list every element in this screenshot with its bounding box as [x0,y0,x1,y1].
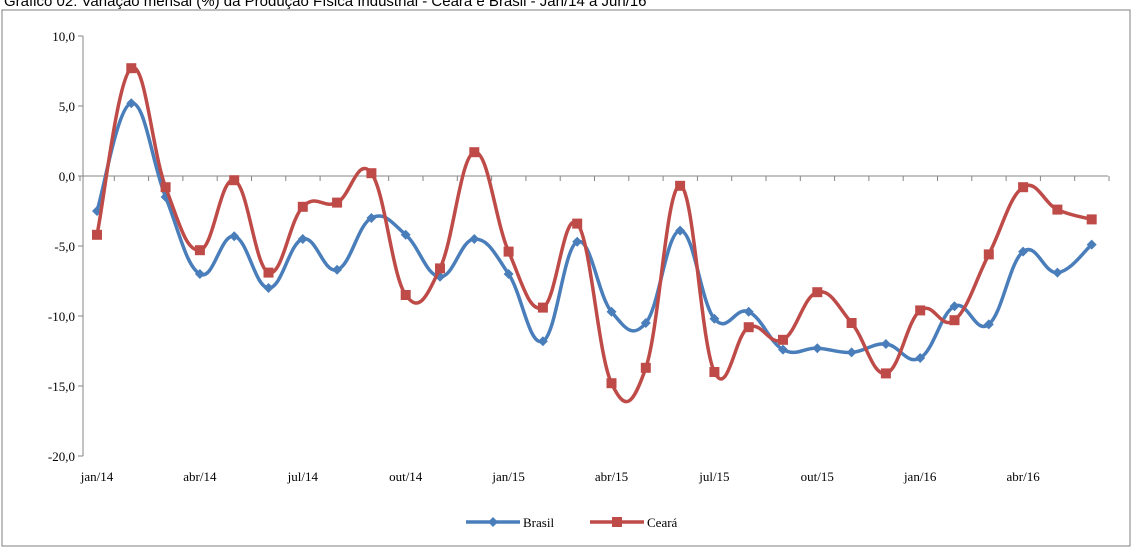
data-point [846,318,857,328]
data-point [880,339,891,349]
data-point [709,313,720,324]
data-point [915,305,926,316]
x-tick-label: abr/14 [183,469,217,484]
data-point [983,249,994,260]
data-point [1018,246,1029,257]
data-point [297,234,308,244]
data-point [572,218,583,229]
legend-marker [612,517,622,527]
data-point [366,213,377,223]
data-point [263,283,274,293]
data-point [778,334,788,345]
data-point [640,362,651,373]
legend-item: Brasil [466,515,554,530]
data-point [400,229,411,240]
data-point [537,302,548,313]
series-cear- [92,63,1097,404]
data-point [812,287,823,298]
data-point [983,319,994,330]
legend-label: Brasil [523,515,554,530]
data-point [503,269,514,279]
data-point [126,63,137,74]
data-point [675,225,686,236]
data-point [92,229,102,240]
x-tick-label: jan/16 [903,469,937,484]
chart-title: Gráfico 02: Variação mensal (%) da Produ… [4,0,647,10]
data-point [297,201,308,212]
y-tick-label: -10,0 [48,309,75,324]
data-point [1018,182,1029,193]
data-point [606,378,617,389]
data-point [709,367,720,377]
series-brasil [92,98,1097,363]
legend-label: Ceará [647,515,678,530]
data-point [229,231,240,242]
data-point [332,264,343,275]
data-point [606,306,617,317]
data-point [194,245,205,256]
x-tick-label: jul/14 [287,469,319,484]
chart-frame [1,9,1131,547]
x-tick-label: jul/15 [698,469,729,484]
data-point [126,98,137,109]
data-point [1086,239,1097,250]
data-point [949,315,960,326]
data-point [778,344,788,355]
data-point [675,180,686,191]
data-point [537,336,548,347]
series-layer [92,63,1097,404]
y-tick-label: 10,0 [52,29,75,44]
data-point [1052,267,1063,278]
data-point [469,234,480,244]
y-tick-label: 0,0 [59,169,75,184]
data-point [503,246,514,257]
data-point [743,322,754,333]
data-point [1052,204,1063,215]
data-point [194,269,205,279]
data-point [880,368,891,379]
data-point [263,267,274,278]
x-tick-label: abr/16 [1006,469,1040,484]
data-point [915,353,926,363]
legend: Brasil Ceará [466,515,678,530]
y-tick-label: -20,0 [48,449,75,464]
y-tick-label: -15,0 [48,379,75,394]
data-point [1086,214,1097,225]
x-tick-label: jan/15 [491,469,525,484]
data-point [400,290,411,300]
x-tick-label: out/14 [389,469,423,484]
data-point [949,301,960,312]
data-point [229,175,240,186]
y-tick-label: 5,0 [59,99,75,114]
legend-marker [488,517,498,527]
y-tick-label: -5,0 [54,239,75,254]
data-point [435,263,445,274]
data-point [366,168,377,179]
data-point [572,236,583,247]
data-point [743,306,754,317]
data-point [332,197,343,208]
data-point [846,347,857,358]
data-point [640,318,651,328]
x-tick-label: abr/15 [595,469,628,484]
axes: 10,0 5,0 0,0 -5,0 -10,0 -15,0 -20,0 jan/14 abr/1… [48,29,1110,484]
data-point [160,182,171,193]
data-point [469,147,480,158]
x-tick-label: jan/14 [80,469,114,484]
legend-item: Ceará [590,515,678,530]
x-tick-label: out/15 [801,469,834,484]
data-point [812,343,823,354]
